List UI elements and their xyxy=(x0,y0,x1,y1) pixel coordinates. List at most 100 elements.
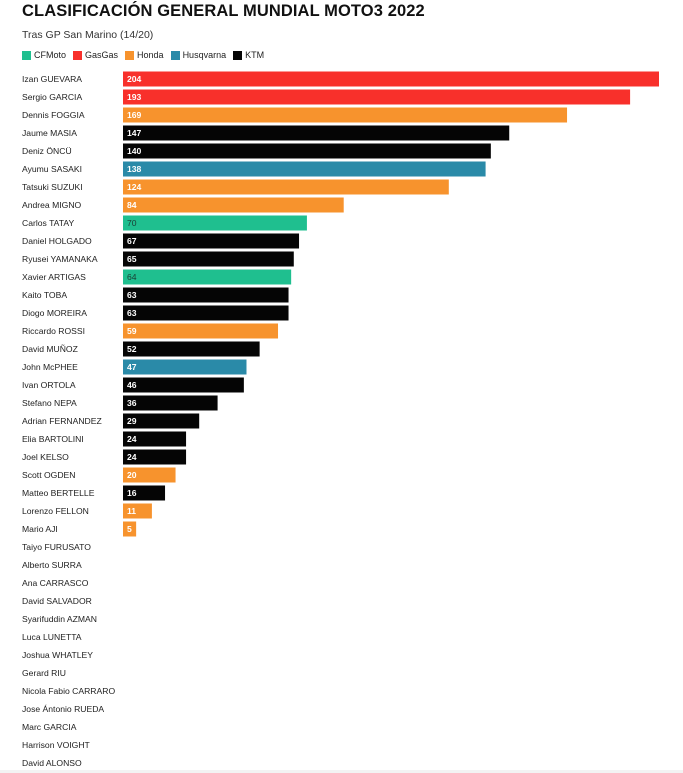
category-label: Mario AJI xyxy=(22,524,58,534)
category-label: Scott OGDEN xyxy=(22,470,75,480)
bar xyxy=(123,215,307,231)
legend-swatch xyxy=(233,50,243,60)
category-label: Jaume MASIA xyxy=(22,128,77,138)
category-label: Syarifuddin AZMAN xyxy=(22,614,97,624)
category-label: Harrison VOIGHT xyxy=(22,740,91,750)
data-label: 147 xyxy=(127,128,142,138)
category-label: Alberto SURRA xyxy=(22,560,82,570)
data-label: 67 xyxy=(127,236,137,246)
data-label: 64 xyxy=(127,272,137,282)
bar xyxy=(123,413,200,429)
legend-item: KTM xyxy=(233,50,264,60)
bar xyxy=(123,197,344,213)
bar xyxy=(123,125,510,141)
category-label: Izan GUEVARA xyxy=(22,74,82,84)
category-label: Diogo MOREIRA xyxy=(22,308,87,318)
category-label: Deniz ÖNCÜ xyxy=(22,146,72,156)
category-label: Ayumu SASAKI xyxy=(22,164,82,174)
bar xyxy=(123,431,187,447)
category-label: Joshua WHATLEY xyxy=(22,650,93,660)
bar xyxy=(123,395,218,411)
bar xyxy=(123,485,166,501)
bar xyxy=(123,323,279,339)
category-label: Dennis FOGGIA xyxy=(22,110,85,120)
data-label: 24 xyxy=(127,452,137,462)
legend-item: CFMoto xyxy=(22,50,66,60)
data-label: 169 xyxy=(127,110,142,120)
category-label: Stefano NEPA xyxy=(22,398,77,408)
data-label: 46 xyxy=(127,380,137,390)
legend-label: Honda xyxy=(137,50,164,60)
data-label: 65 xyxy=(127,254,137,264)
data-label: 5 xyxy=(127,524,132,534)
legend-item: Honda xyxy=(125,50,164,60)
bar xyxy=(123,449,187,465)
data-label: 138 xyxy=(127,164,142,174)
bar xyxy=(123,233,300,249)
legend-swatch xyxy=(22,50,31,60)
data-label: 59 xyxy=(127,326,137,336)
bar xyxy=(123,467,176,483)
category-label: Marc GARCIA xyxy=(22,722,77,732)
category-label: Nicola Fabio CARRARO xyxy=(22,686,115,696)
category-label: Ryusei YAMANAKA xyxy=(22,254,98,264)
category-label: Sergio GARCIA xyxy=(22,92,82,102)
bar xyxy=(123,269,292,285)
data-label: 52 xyxy=(127,344,137,354)
bar xyxy=(123,107,568,123)
category-label: John McPHEE xyxy=(22,362,78,372)
category-label: Ivan ORTOLA xyxy=(22,380,76,390)
chart-legend: CFMoto GasGas Honda Husqvarna KTM xyxy=(22,50,271,60)
legend-label: Husqvarna xyxy=(182,50,227,60)
category-label: Matteo BERTELLE xyxy=(22,488,95,498)
bar xyxy=(123,521,137,537)
data-label: 47 xyxy=(127,362,137,372)
category-label: Ana CARRASCO xyxy=(22,578,89,588)
data-label: 63 xyxy=(127,308,137,318)
bar xyxy=(123,143,491,159)
bar xyxy=(123,377,244,393)
category-label: David SALVADOR xyxy=(22,596,92,606)
category-label: Daniel HOLGADO xyxy=(22,236,92,246)
category-label: Gerard RIU xyxy=(22,668,66,678)
data-label: 29 xyxy=(127,416,137,426)
category-label: Elia BARTOLINI xyxy=(22,434,84,444)
data-label: 63 xyxy=(127,290,137,300)
category-label: Luca LUNETTA xyxy=(22,632,82,642)
data-label: 20 xyxy=(127,470,137,480)
legend-swatch xyxy=(125,50,135,60)
category-label: Kaito TOBA xyxy=(22,290,67,300)
bar xyxy=(123,179,449,195)
legend-label: CFMoto xyxy=(34,50,67,60)
category-label: Carlos TATAY xyxy=(22,218,74,228)
bar xyxy=(123,305,289,321)
bar xyxy=(123,71,659,87)
category-label: Lorenzo FELLON xyxy=(22,506,89,516)
footer-strip xyxy=(0,770,683,773)
bar xyxy=(123,89,631,105)
data-label: 70 xyxy=(127,218,137,228)
legend-swatch xyxy=(170,50,180,60)
legend-item: GasGas xyxy=(73,50,118,60)
bar xyxy=(123,503,152,519)
data-label: 36 xyxy=(127,398,137,408)
chart-title: CLASIFICACIÓN GENERAL MUNDIAL MOTO3 2022 xyxy=(22,2,425,20)
category-label: Adrian FERNANDEZ xyxy=(22,416,102,426)
bar xyxy=(123,251,294,267)
data-label: 16 xyxy=(127,488,137,498)
category-label: Joel KELSO xyxy=(22,452,69,462)
bar xyxy=(123,341,260,357)
data-label: 11 xyxy=(127,506,136,516)
category-label: Xavier ARTIGAS xyxy=(22,272,86,282)
chart-subtitle: Tras GP San Marino (14/20) xyxy=(22,29,154,41)
bar xyxy=(123,359,247,375)
legend-label: KTM xyxy=(245,50,265,60)
bar xyxy=(123,287,289,303)
legend-label: GasGas xyxy=(85,50,119,60)
data-label: 24 xyxy=(127,434,137,444)
legend-swatch xyxy=(73,50,83,60)
category-label: Riccardo ROSSI xyxy=(22,326,85,336)
category-label: David MUÑOZ xyxy=(22,344,78,354)
